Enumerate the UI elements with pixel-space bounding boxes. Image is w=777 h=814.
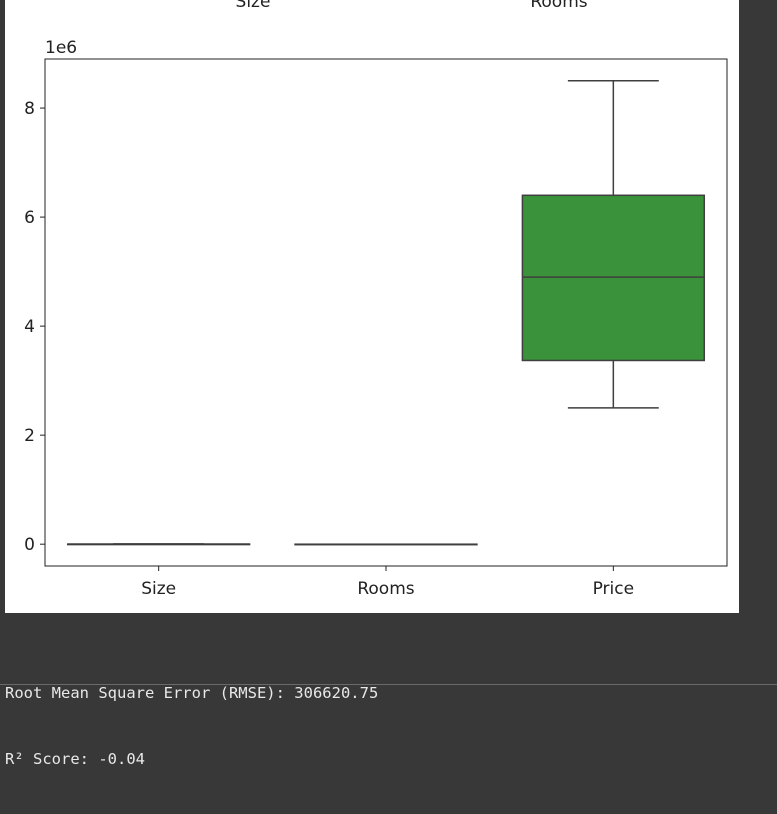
previous-subplot-title-size: Size <box>236 0 271 12</box>
box-price <box>521 80 706 409</box>
rmse-line: Root Mean Square Error (RMSE): 306620.75 <box>5 682 378 704</box>
x-tick-label: Size <box>141 579 176 599</box>
x-axis-ticks: Size Rooms Price <box>141 566 634 599</box>
r2-label: R² Score: <box>5 750 99 768</box>
y-tick-label: 8 <box>24 99 35 119</box>
output-gutter-top <box>739 0 777 24</box>
y-tick-label: 6 <box>24 208 35 228</box>
r2-value: -0.04 <box>98 750 145 768</box>
box-size <box>66 543 251 546</box>
y-tick-label: 4 <box>24 317 35 337</box>
previous-subplot-title-rooms: Rooms <box>530 0 587 12</box>
boxplot-figure: Size Rooms 1e6 0 2 4 6 8 Size Rooms Price <box>5 0 739 613</box>
output-gutter <box>739 24 777 613</box>
box-rooms <box>294 543 478 546</box>
boxplot-chart: Size Rooms 1e6 0 2 4 6 8 Size Rooms Price <box>24 0 728 599</box>
console-output: Root Mean Square Error (RMSE): 306620.75… <box>5 638 378 814</box>
notebook-output-cell: Size Rooms 1e6 0 2 4 6 8 Size Rooms Price Root… <box>0 0 777 768</box>
x-tick-label: Rooms <box>357 579 414 599</box>
box-body <box>521 194 706 362</box>
y-axis-ticks: 0 2 4 6 8 <box>24 99 45 555</box>
y-axis-offset-label: 1e6 <box>45 38 77 58</box>
cell-divider <box>0 684 777 685</box>
rmse-label: Root Mean Square Error (RMSE): <box>5 684 295 702</box>
y-tick-label: 2 <box>24 426 35 446</box>
rmse-value: 306620.75 <box>294 684 379 702</box>
y-tick-label: 0 <box>24 535 35 555</box>
box-series <box>66 80 706 546</box>
r2-line: R² Score: -0.04 <box>5 748 378 770</box>
x-tick-label: Price <box>593 579 634 599</box>
